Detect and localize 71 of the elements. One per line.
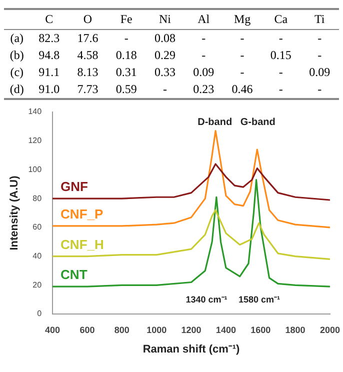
text: - <box>278 31 283 45</box>
annotation: 1340 cm⁻¹ <box>186 294 228 304</box>
category-label: Ca <box>262 9 300 30</box>
text: - <box>240 65 244 79</box>
text: 0.31 <box>116 65 137 79</box>
y-tick-label: 100 <box>28 164 42 174</box>
text: 82.3 <box>38 31 60 45</box>
y-tick-label: 60 <box>32 222 42 232</box>
category-label: C <box>30 9 68 30</box>
text: 0.29 <box>154 48 176 62</box>
x-tick-label: 1200 <box>181 324 202 335</box>
y-tick-label: 40 <box>32 251 42 260</box>
annotation: D-band <box>198 116 232 128</box>
series-label: GNF <box>60 179 88 194</box>
text: 0.23 <box>193 82 214 96</box>
category-label: Al <box>184 9 223 30</box>
text: - <box>202 31 206 45</box>
annotation: 1580 cm⁻¹ <box>238 294 280 304</box>
y-tick-label: 0 <box>37 309 42 318</box>
text: - <box>318 31 322 45</box>
x-tick-label: 2000 <box>320 324 340 335</box>
text: - <box>124 31 128 45</box>
x-tick-label: 600 <box>80 324 95 335</box>
text: - <box>240 48 244 62</box>
text: 0.33 <box>154 65 176 79</box>
text: 94.8 <box>38 48 60 62</box>
x-tick-label: 1600 <box>250 324 271 335</box>
x-tick-label: 1800 <box>285 324 306 335</box>
text: 0.46 <box>232 82 253 96</box>
y-tick-label: 80 <box>32 194 42 203</box>
text: - <box>278 82 283 96</box>
text: 8.13 <box>77 65 98 79</box>
category-label: O <box>68 9 108 30</box>
category-label: (d) <box>10 82 24 96</box>
annotation: G-band <box>240 116 276 128</box>
category-label: Mg <box>222 9 262 30</box>
x-tick-label: 400 <box>45 324 60 335</box>
category-label: (a) <box>10 31 24 45</box>
series-label: CNF_P <box>60 206 104 222</box>
category-label: (b) <box>10 48 24 62</box>
text: - <box>278 65 283 79</box>
text: 17.6 <box>77 31 98 45</box>
series-label: CNF_H <box>60 236 104 252</box>
category-label: Fe <box>107 9 146 30</box>
category-label: Ni <box>146 9 184 30</box>
text: 7.73 <box>77 82 98 96</box>
y-tick-label: 120 <box>28 136 42 146</box>
y-tick-label: 140 <box>28 107 42 116</box>
text: 91.1 <box>38 65 60 79</box>
series-label: CNT <box>60 267 88 282</box>
text: 0.59 <box>116 82 137 96</box>
x-tick-label: 1400 <box>216 324 236 335</box>
text: 4.58 <box>77 48 98 62</box>
y-tick-label: 20 <box>32 280 42 290</box>
text: 0.09 <box>309 65 330 79</box>
x-tick-label: 1000 <box>146 324 167 335</box>
text: 0.09 <box>193 65 214 79</box>
text: - <box>202 48 206 62</box>
category-label: (c) <box>10 65 24 79</box>
text: 0.08 <box>154 31 176 45</box>
text: - <box>318 82 322 96</box>
text: - <box>318 48 322 62</box>
text: - <box>240 31 244 45</box>
category-label: Ti <box>300 9 339 30</box>
text: 0.15 <box>270 48 292 62</box>
text: 0.18 <box>116 48 137 62</box>
x-axis-title: Raman shift (cm⁻¹) <box>142 343 240 356</box>
y-axis-title: Intensity (A.U) <box>8 175 21 250</box>
text: 91.0 <box>38 82 60 96</box>
x-tick-label: 800 <box>114 324 130 335</box>
text: - <box>163 82 167 96</box>
